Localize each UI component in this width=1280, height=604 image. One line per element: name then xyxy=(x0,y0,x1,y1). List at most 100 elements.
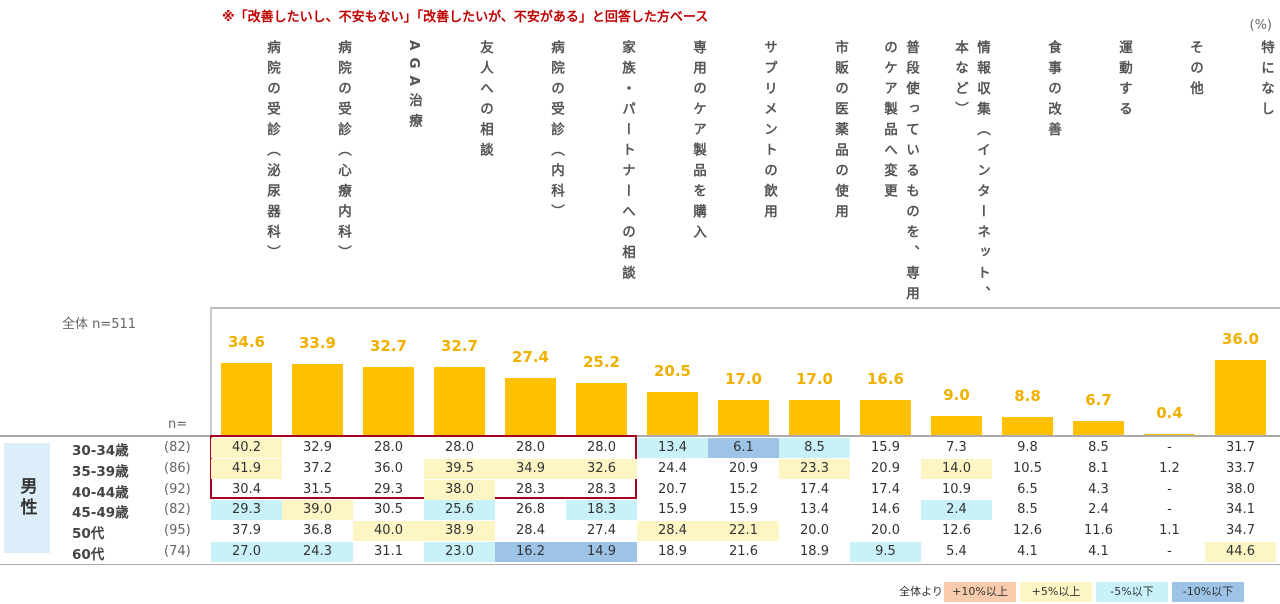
bar xyxy=(1144,434,1195,435)
table-cell: 38.9 xyxy=(424,521,495,542)
column-header: 病院の受診（心療内科） xyxy=(335,40,351,266)
table-cell: 28.3 xyxy=(516,481,545,497)
table-cell: 36.8 xyxy=(303,523,332,539)
table-cell: 41.9 xyxy=(211,458,282,479)
table-cell: 2.4 xyxy=(1088,502,1109,518)
table-cell: 20.9 xyxy=(729,460,758,476)
table-cell: 20.7 xyxy=(658,481,687,497)
table-cell: 11.6 xyxy=(1084,523,1113,539)
value-label: 25.2 xyxy=(582,352,620,371)
table-cell: 22.1 xyxy=(708,521,779,542)
column-header: 特になし xyxy=(1258,40,1274,122)
table-cell: 16.2 xyxy=(495,542,566,562)
bar xyxy=(363,366,414,435)
table-cell: 34.1 xyxy=(1226,502,1255,518)
table-cell: 14.9 xyxy=(566,542,637,562)
table-cell: 15.2 xyxy=(729,481,758,497)
plot-left-rule xyxy=(210,308,212,436)
column-header: 家族・パートナーへの相談 xyxy=(619,40,635,286)
table-cell: 15.9 xyxy=(729,502,758,518)
value-label: 32.7 xyxy=(369,336,407,355)
column-header: 病院の受診（内科） xyxy=(548,40,564,225)
table-cell: 6.1 xyxy=(708,438,779,458)
table-cell: - xyxy=(1167,481,1172,497)
bar xyxy=(718,399,769,435)
header-rule xyxy=(210,307,1280,309)
table-cell: 28.3 xyxy=(587,481,616,497)
table-cell: 28.4 xyxy=(637,521,708,542)
row-label: 30-34歳 xyxy=(72,443,129,459)
table-bottom-rule xyxy=(0,564,1280,565)
unit: (%) xyxy=(1249,18,1273,33)
table-cell: 36.0 xyxy=(374,460,403,476)
table-cell: 4.3 xyxy=(1088,481,1109,497)
table-cell: 9.8 xyxy=(1017,440,1038,455)
value-label: 17.0 xyxy=(795,369,833,388)
value-label: 16.6 xyxy=(866,370,904,389)
table-cell: 2.4 xyxy=(921,500,992,521)
row-label: 50代 xyxy=(72,526,105,543)
value-label: 0.4 xyxy=(1156,404,1183,423)
row-label: 40-44歳 xyxy=(72,484,129,501)
bar xyxy=(860,400,911,435)
table-cell: 1.2 xyxy=(1159,460,1180,476)
total-n: 全体 n=511 xyxy=(62,317,137,332)
table-cell: 15.9 xyxy=(658,502,687,518)
column-header: AGA治療 xyxy=(406,40,422,134)
value-label: 34.6 xyxy=(227,332,265,351)
table-cell: 25.6 xyxy=(424,500,495,521)
column-header: サプリメントの飲用 xyxy=(761,40,777,225)
group-label: 男性 xyxy=(4,443,50,553)
row-label: 60代 xyxy=(72,547,105,563)
value-label: 32.7 xyxy=(440,336,478,355)
table-cell: 12.6 xyxy=(942,523,971,539)
table-cell: 23.0 xyxy=(424,542,495,562)
table-cell: 14.0 xyxy=(921,458,992,479)
table-cell: 32.9 xyxy=(303,440,332,455)
value-label: 17.0 xyxy=(724,369,762,388)
bar xyxy=(1073,421,1124,435)
table-cell: 31.1 xyxy=(374,544,403,559)
table-cell: - xyxy=(1167,440,1172,455)
n-label: n= xyxy=(168,417,188,432)
table-cell: 32.6 xyxy=(566,458,637,479)
table-cell: 27.4 xyxy=(587,523,616,539)
legend-title: 全体より xyxy=(899,585,943,598)
table-cell: 21.6 xyxy=(729,544,758,559)
bar xyxy=(647,392,698,435)
legend-item: +10%以上 xyxy=(944,582,1016,602)
bar xyxy=(221,362,272,435)
value-label: 36.0 xyxy=(1221,330,1259,348)
row-label: 45-49歳 xyxy=(72,505,129,522)
table-cell: 44.6 xyxy=(1205,542,1276,562)
table-cell: 8.5 xyxy=(1088,440,1109,455)
row-n: (95) xyxy=(164,523,191,539)
table-cell: 20.9 xyxy=(871,460,900,476)
row-n: (86) xyxy=(164,460,191,476)
table-cell: 40.0 xyxy=(353,521,424,542)
value-label: 33.9 xyxy=(298,334,336,353)
table-cell: 4.1 xyxy=(1017,544,1038,559)
legend-item: -5%以下 xyxy=(1096,582,1168,602)
table-cell: 10.9 xyxy=(942,481,971,497)
bar xyxy=(789,399,840,435)
table-cell: 37.9 xyxy=(232,523,261,539)
table-cell: 38.0 xyxy=(424,479,495,500)
value-label: 27.4 xyxy=(511,347,549,366)
bar xyxy=(434,366,485,435)
base-note: ※「改善したいし、不安もない」「改善したいが、不安がある」と回答した方ベース xyxy=(222,10,709,25)
value-label: 6.7 xyxy=(1085,391,1112,410)
row-n: (82) xyxy=(164,502,191,518)
table-cell: 14.6 xyxy=(871,502,900,518)
table-cell: 34.9 xyxy=(495,458,566,479)
table-cell: 18.3 xyxy=(566,500,637,521)
table-cell: 29.3 xyxy=(211,500,282,521)
table-cell: 6.5 xyxy=(1017,481,1038,497)
table-cell: 30.4 xyxy=(232,481,261,497)
table-cell: 20.0 xyxy=(871,523,900,539)
column-header: 市販の医薬品の使用 xyxy=(832,40,848,225)
bar xyxy=(292,364,343,435)
table-cell: 27.0 xyxy=(211,542,282,562)
table-cell: 23.3 xyxy=(779,458,850,479)
